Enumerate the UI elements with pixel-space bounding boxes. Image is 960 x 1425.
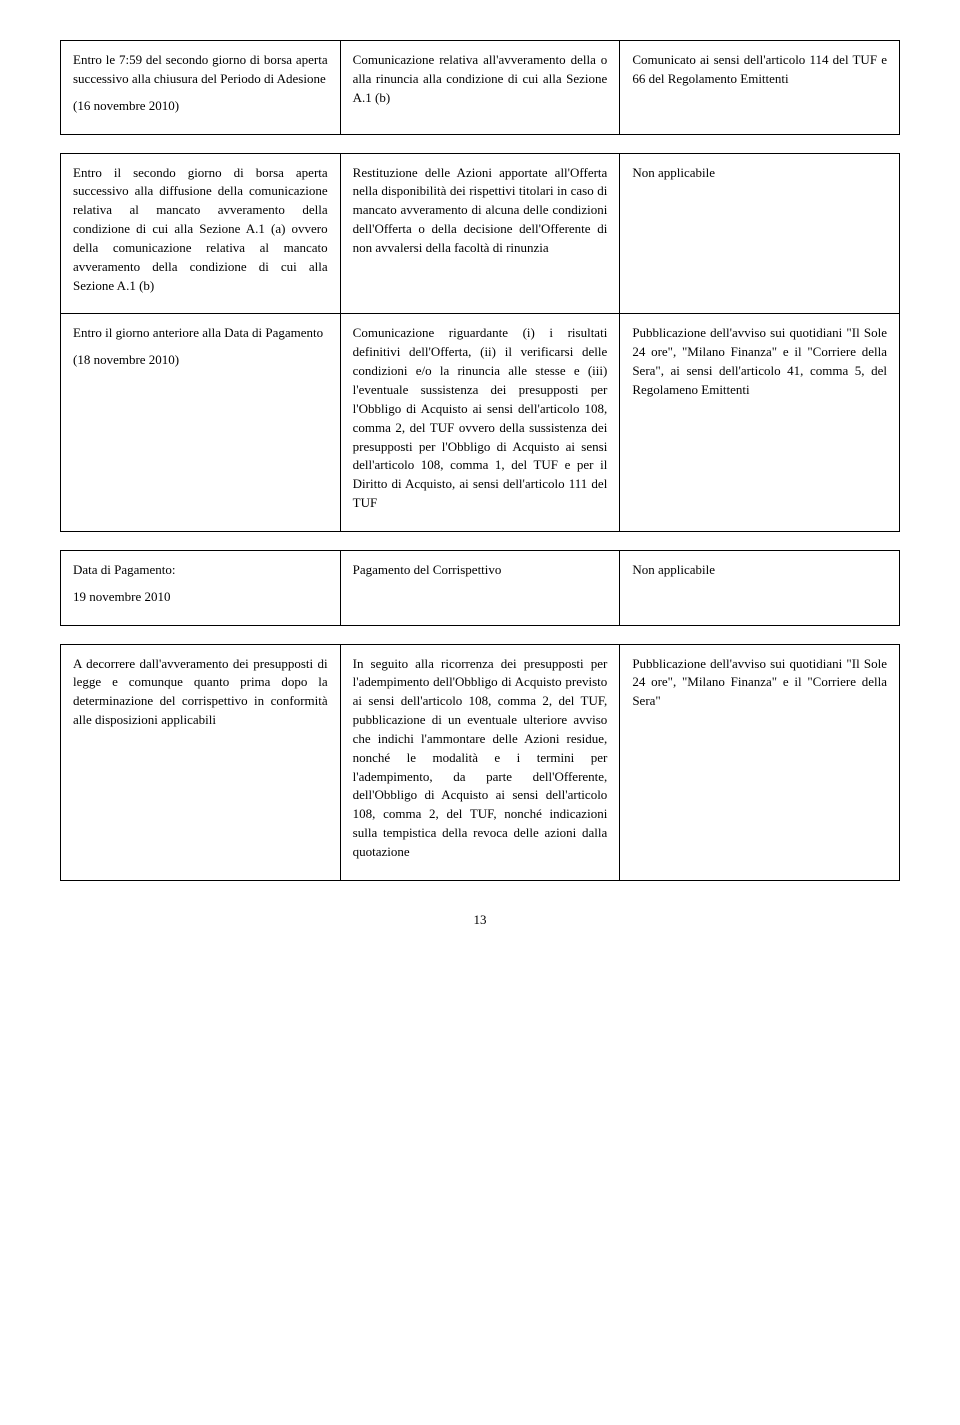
schedule-table-4: A decorrere dall'avveramento dei presupp… (60, 644, 900, 881)
cell-publication: Comunicato ai sensi dell'articolo 114 de… (620, 41, 900, 135)
schedule-table-2: Entro il secondo giorno di borsa aperta … (60, 153, 900, 532)
cell-publication: Pubblicazione dell'avviso sui quotidiani… (620, 314, 900, 531)
cell-publication: Non applicabile (620, 550, 900, 625)
cell-action: In seguito alla ricorrenza dei presuppos… (340, 644, 620, 880)
cell-event: Entro il giorno anteriore alla Data di P… (61, 314, 341, 531)
cell-event: Entro le 7:59 del secondo giorno di bors… (61, 41, 341, 135)
table-row: Data di Pagamento:19 novembre 2010 Pagam… (61, 550, 900, 625)
cell-action: Comunicazione relativa all'avveramento d… (340, 41, 620, 135)
cell-event: Entro il secondo giorno di borsa aperta … (61, 153, 341, 314)
schedule-table-3: Data di Pagamento:19 novembre 2010 Pagam… (60, 550, 900, 626)
cell-publication: Non applicabile (620, 153, 900, 314)
cell-publication: Pubblicazione dell'avviso sui quotidiani… (620, 644, 900, 880)
table-row: Entro il secondo giorno di borsa aperta … (61, 153, 900, 314)
table-row: Entro il giorno anteriore alla Data di P… (61, 314, 900, 531)
cell-event: Data di Pagamento:19 novembre 2010 (61, 550, 341, 625)
cell-action: Pagamento del Corrispettivo (340, 550, 620, 625)
table-row: Entro le 7:59 del secondo giorno di bors… (61, 41, 900, 135)
table-row: A decorrere dall'avveramento dei presupp… (61, 644, 900, 880)
cell-action: Comunicazione riguardante (i) i risultat… (340, 314, 620, 531)
page-number: 13 (60, 911, 900, 930)
cell-action: Restituzione delle Azioni apportate all'… (340, 153, 620, 314)
cell-event: A decorrere dall'avveramento dei presupp… (61, 644, 341, 880)
schedule-table-1: Entro le 7:59 del secondo giorno di bors… (60, 40, 900, 135)
